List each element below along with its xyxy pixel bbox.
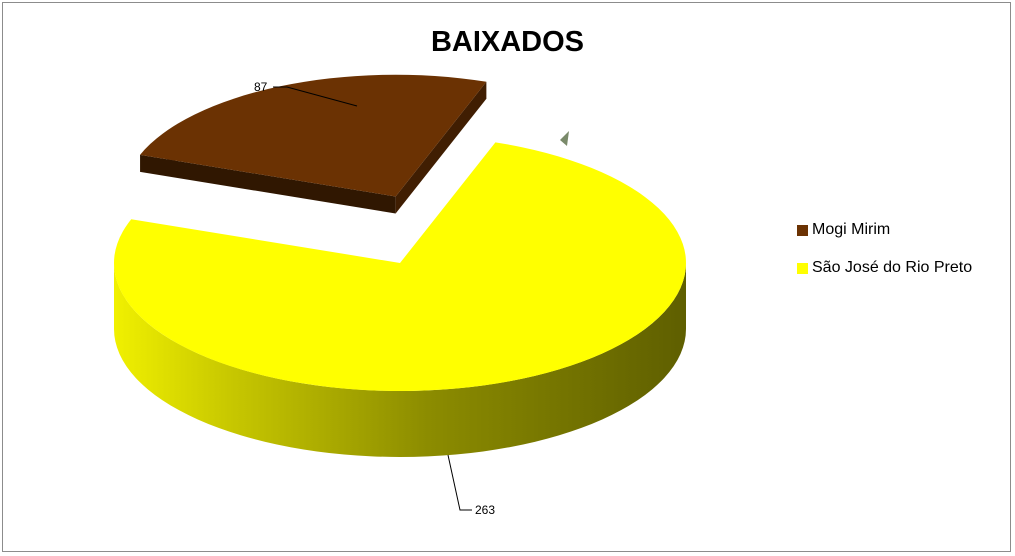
legend-swatch-sao-jose: [797, 262, 808, 274]
chart-title: BAIXADOS: [430, 26, 585, 58]
legend-label-sao-jose: São José do Rio Preto: [812, 259, 973, 276]
data-label-sao-jose: 263: [475, 503, 495, 517]
legend-item-mogi-mirim: Mogi Mirim: [797, 218, 972, 242]
legend-swatch-mogi-mirim: [797, 224, 808, 236]
legend-item-sao-jose: São José do Rio Preto: [797, 256, 972, 280]
slice-sliver-right: [560, 131, 569, 146]
legend-label-mogi-mirim: Mogi Mirim: [812, 221, 891, 238]
data-label-mogi-mirim: 87: [254, 80, 268, 94]
slice-side2-mogi-mirim: [395, 81, 487, 214]
legend: Mogi Mirim São José do Rio Preto: [797, 218, 972, 294]
leader-line-sao-jose: [447, 454, 472, 511]
slice-top-mogi-mirim: [140, 74, 487, 197]
slice-side-sao-jose: [114, 263, 686, 457]
slice-side-mogi-mirim: [140, 154, 396, 214]
slice-top-sao-jose: [114, 142, 687, 391]
leader-line-mogi-mirim: [273, 86, 358, 107]
